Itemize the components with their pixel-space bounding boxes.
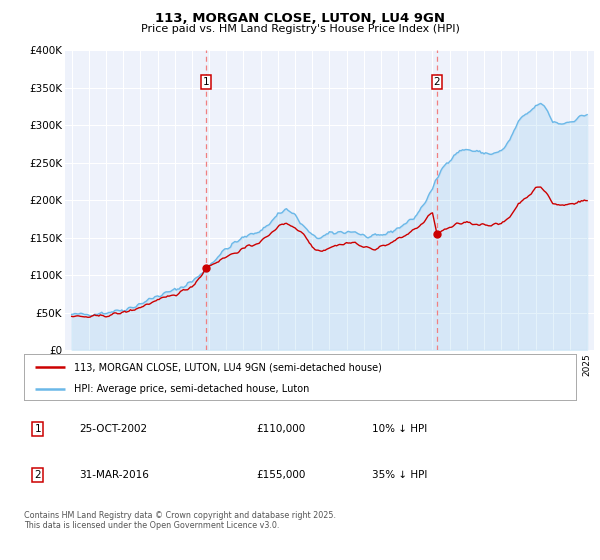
Text: 2: 2 [34,470,41,480]
Text: HPI: Average price, semi-detached house, Luton: HPI: Average price, semi-detached house,… [74,384,309,394]
Text: Contains HM Land Registry data © Crown copyright and database right 2025.
This d: Contains HM Land Registry data © Crown c… [24,511,336,530]
Text: 2: 2 [433,77,440,87]
Text: 31-MAR-2016: 31-MAR-2016 [79,470,149,480]
Text: Price paid vs. HM Land Registry's House Price Index (HPI): Price paid vs. HM Land Registry's House … [140,24,460,34]
Text: £110,000: £110,000 [256,424,305,434]
Text: 25-OCT-2002: 25-OCT-2002 [79,424,148,434]
Text: 35% ↓ HPI: 35% ↓ HPI [372,470,427,480]
Text: 113, MORGAN CLOSE, LUTON, LU4 9GN: 113, MORGAN CLOSE, LUTON, LU4 9GN [155,12,445,25]
Text: 10% ↓ HPI: 10% ↓ HPI [372,424,427,434]
Text: £155,000: £155,000 [256,470,305,480]
Text: 113, MORGAN CLOSE, LUTON, LU4 9GN (semi-detached house): 113, MORGAN CLOSE, LUTON, LU4 9GN (semi-… [74,362,382,372]
Text: 1: 1 [203,77,209,87]
Text: 1: 1 [34,424,41,434]
